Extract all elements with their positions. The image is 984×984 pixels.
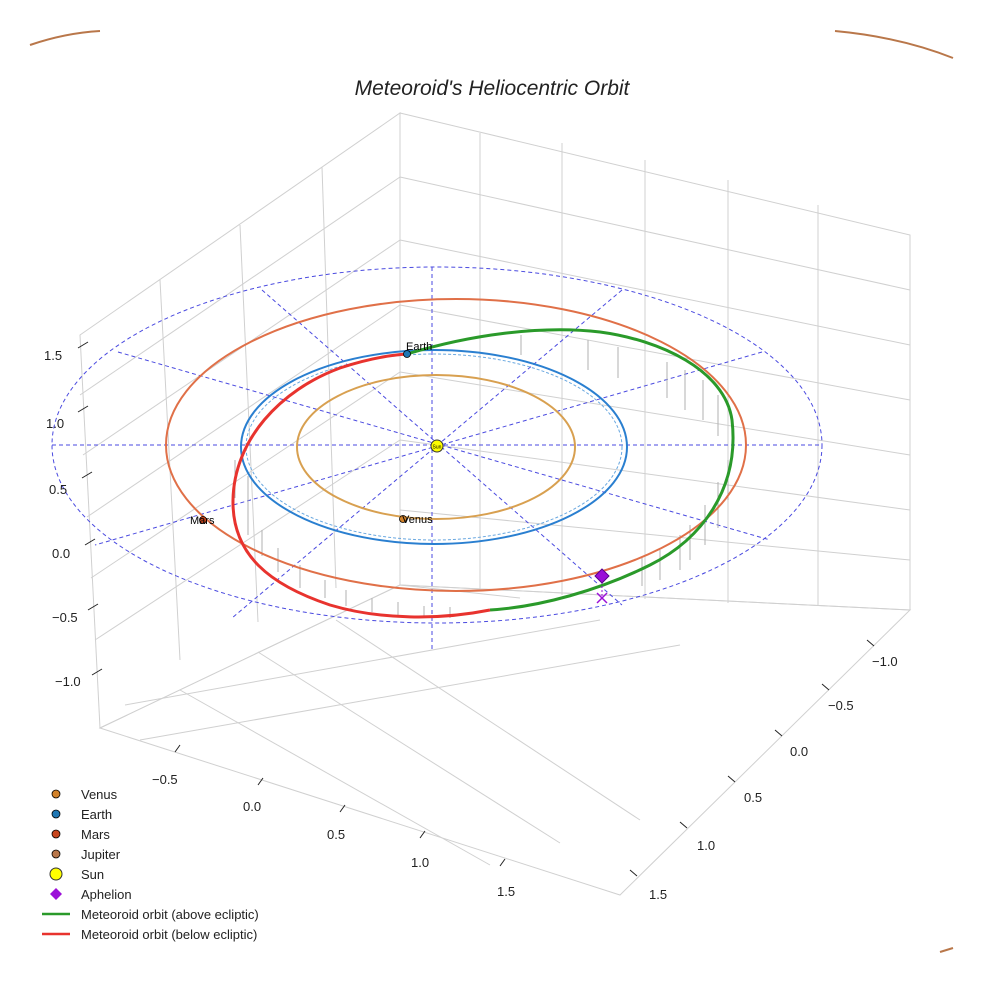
ecliptic-reference bbox=[51, 266, 823, 650]
aphelion-projection-marker bbox=[596, 592, 608, 604]
jupiter-orbit-arc-right bbox=[834, 30, 954, 59]
jupiter-orbit-arc-left bbox=[29, 30, 101, 46]
legend-aphelion-marker bbox=[50, 888, 62, 900]
y-tick-label: −0.5 bbox=[828, 698, 854, 713]
z-tick-label: −0.5 bbox=[52, 610, 78, 625]
y-tick-label: 1.5 bbox=[649, 887, 667, 902]
y-tick-label: 1.0 bbox=[697, 838, 715, 853]
legend-label-aphelion: Aphelion bbox=[81, 887, 132, 902]
x-tick-label: 0.0 bbox=[243, 799, 261, 814]
chart-title: Meteoroid's Heliocentric Orbit bbox=[355, 77, 631, 100]
legend-mars-marker bbox=[51, 829, 61, 839]
legend-sun-marker bbox=[49, 867, 63, 881]
x-tick-label: 1.0 bbox=[411, 855, 429, 870]
mars-marker bbox=[199, 516, 207, 524]
meteoroid-orbit-above bbox=[406, 328, 735, 612]
y-axis: −1.0 −0.5 0.0 0.5 1.0 1.5 bbox=[629, 639, 898, 902]
z-tick-label: 0.0 bbox=[52, 546, 70, 561]
z-tick-label: 1.5 bbox=[44, 348, 62, 363]
legend-label-sun: Sun bbox=[81, 867, 104, 882]
sun-marker bbox=[430, 439, 444, 453]
legend-jupiter-marker bbox=[51, 849, 61, 859]
sun-label: Sun bbox=[433, 445, 442, 451]
earth-marker bbox=[403, 350, 411, 358]
z-tick-label: 0.5 bbox=[49, 482, 67, 497]
z-axis: 1.5 1.0 0.5 0.0 −0.5 −1.0 bbox=[44, 341, 103, 689]
venus-label: Venus bbox=[402, 514, 433, 526]
z-tick-label: −1.0 bbox=[55, 674, 81, 689]
x-tick-label: 1.5 bbox=[497, 884, 515, 899]
legend-earth-marker bbox=[51, 809, 61, 819]
z-tick-label: 1.0 bbox=[46, 416, 64, 431]
legend-label-jupiter: Jupiter bbox=[81, 847, 121, 862]
aphelion-marker bbox=[594, 568, 610, 584]
meteoroid-orbit-below bbox=[231, 352, 491, 619]
legend-label-below: Meteoroid orbit (below ecliptic) bbox=[81, 927, 257, 942]
legend-label-venus: Venus bbox=[81, 787, 118, 802]
x-tick-label: 0.5 bbox=[327, 827, 345, 842]
venus-orbit bbox=[296, 374, 576, 520]
earth-orbit bbox=[240, 349, 628, 545]
legend-venus-marker bbox=[51, 789, 61, 799]
legend-label-mars: Mars bbox=[81, 827, 110, 842]
earth-label: Earth bbox=[406, 341, 432, 353]
x-tick-label: −0.5 bbox=[152, 772, 178, 787]
axis-grid bbox=[79, 112, 912, 896]
y-tick-label: 0.5 bbox=[744, 790, 762, 805]
legend: Venus Earth Mars Jupiter Sun Aphelion Me… bbox=[42, 787, 259, 942]
earth-orbit-inner bbox=[245, 353, 623, 541]
mars-orbit bbox=[165, 298, 747, 592]
legend-label-above: Meteoroid orbit (above ecliptic) bbox=[81, 907, 259, 922]
x-axis: −0.5 0.0 0.5 1.0 1.5 bbox=[152, 744, 515, 899]
jupiter-orbit-arc-bottom bbox=[939, 947, 954, 953]
y-tick-label: 0.0 bbox=[790, 744, 808, 759]
venus-marker bbox=[399, 515, 407, 523]
legend-label-earth: Earth bbox=[81, 807, 112, 822]
mars-label: Mars bbox=[190, 515, 215, 527]
y-tick-label: −1.0 bbox=[872, 654, 898, 669]
